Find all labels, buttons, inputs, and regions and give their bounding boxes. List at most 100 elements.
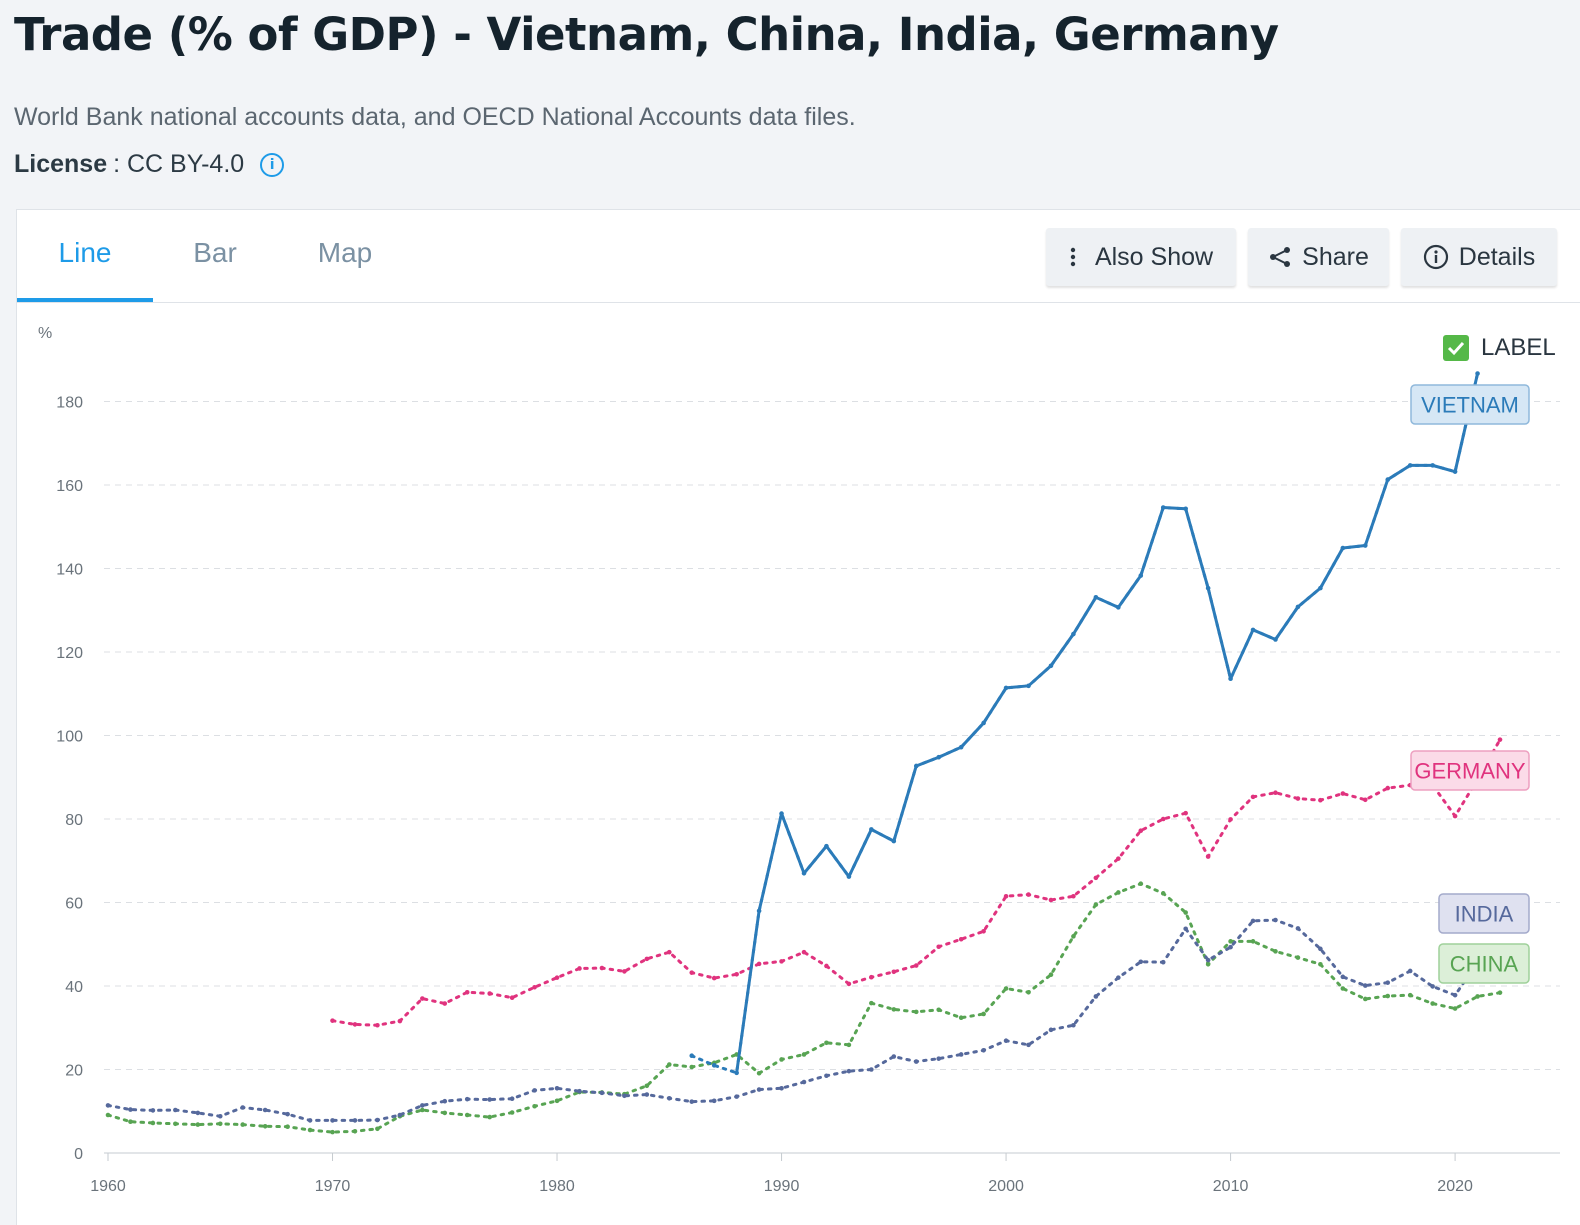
data-point-china bbox=[105, 1112, 111, 1118]
data-point-india bbox=[307, 1118, 313, 1123]
data-point-germany bbox=[734, 972, 739, 977]
share-button[interactable]: Share bbox=[1248, 228, 1389, 286]
data-point-germany bbox=[487, 991, 492, 996]
x-tick-label: 2010 bbox=[1213, 1178, 1249, 1195]
tab-line[interactable]: Line bbox=[17, 210, 153, 302]
data-point-germany bbox=[1340, 791, 1346, 796]
data-point-germany bbox=[1318, 797, 1323, 803]
data-point-germany bbox=[352, 1022, 358, 1027]
details-button[interactable]: Details bbox=[1401, 228, 1557, 286]
data-point-germany bbox=[644, 956, 650, 962]
data-point-india bbox=[689, 1099, 695, 1104]
data-point-india bbox=[1205, 957, 1211, 963]
data-point-india bbox=[644, 1092, 650, 1097]
data-point-india bbox=[913, 1059, 919, 1064]
data-point-china bbox=[1250, 939, 1256, 944]
data-point-china bbox=[1295, 955, 1301, 960]
data-source: World Bank national accounts data, and O… bbox=[14, 103, 856, 131]
license-value: : CC BY-4.0 bbox=[113, 150, 245, 178]
y-axis-label: % bbox=[38, 325, 52, 342]
data-point-china bbox=[936, 1007, 942, 1013]
data-point-vietnam bbox=[711, 1063, 717, 1068]
x-tick-label: 1990 bbox=[764, 1178, 800, 1195]
x-tick-label: 2020 bbox=[1437, 1178, 1473, 1195]
series-line-china bbox=[106, 882, 1502, 1134]
data-point-india bbox=[173, 1107, 178, 1113]
label-toggle[interactable]: LABEL bbox=[1443, 334, 1556, 362]
y-tick-label: 160 bbox=[56, 478, 83, 495]
data-point-germany bbox=[869, 974, 874, 980]
data-point-india bbox=[397, 1112, 403, 1118]
data-point-china bbox=[262, 1123, 268, 1129]
data-point-india bbox=[981, 1047, 986, 1053]
data-point-germany bbox=[824, 963, 829, 969]
x-tick-label: 1960 bbox=[90, 1178, 126, 1195]
series-line-vietnam-solid bbox=[735, 373, 1480, 1074]
data-point-india bbox=[958, 1052, 964, 1057]
data-point-india bbox=[666, 1096, 672, 1101]
data-point-india bbox=[1048, 1027, 1054, 1033]
data-point-china bbox=[532, 1103, 537, 1109]
data-point-india bbox=[1362, 983, 1368, 988]
also-show-button[interactable]: Also Show bbox=[1046, 228, 1236, 286]
data-point-india bbox=[285, 1111, 290, 1117]
data-point-india bbox=[442, 1098, 448, 1104]
data-point-china bbox=[420, 1107, 425, 1113]
info-icon[interactable]: i bbox=[260, 152, 285, 177]
data-point-india bbox=[1003, 1038, 1009, 1043]
series-line-germany bbox=[331, 738, 1502, 1027]
y-tick-label: 0 bbox=[74, 1146, 83, 1163]
data-point-china bbox=[689, 1064, 695, 1070]
data-point-germany bbox=[1093, 875, 1099, 881]
tab-bar[interactable]: Bar bbox=[193, 237, 237, 268]
data-point-germany bbox=[779, 959, 784, 964]
data-point-india bbox=[509, 1096, 515, 1102]
data-point-china bbox=[1430, 1001, 1435, 1006]
data-point-india bbox=[1407, 968, 1413, 974]
data-point-germany bbox=[958, 936, 964, 942]
data-point-china bbox=[195, 1122, 201, 1127]
data-point-india bbox=[1183, 926, 1188, 932]
data-point-germany bbox=[532, 984, 537, 990]
data-point-china bbox=[1228, 939, 1233, 944]
y-tick-label: 20 bbox=[65, 1063, 83, 1080]
data-point-germany bbox=[711, 975, 717, 981]
data-point-germany bbox=[1273, 790, 1278, 795]
y-tick-label: 40 bbox=[65, 979, 83, 996]
data-point-india bbox=[1160, 959, 1166, 965]
data-point-india bbox=[128, 1107, 133, 1112]
series-label-box-china bbox=[1438, 943, 1530, 984]
share-icon bbox=[1270, 247, 1291, 267]
data-point-germany bbox=[397, 1018, 403, 1024]
data-point-china bbox=[173, 1121, 178, 1127]
data-point-germany bbox=[891, 969, 897, 975]
data-point-india bbox=[734, 1094, 739, 1099]
data-point-germany bbox=[330, 1018, 335, 1023]
data-point-china bbox=[801, 1052, 807, 1057]
chart-tabs: Line Bar Map Also Show Share Details bbox=[17, 210, 1580, 303]
series-label-box-india bbox=[1438, 893, 1530, 934]
data-point-india bbox=[240, 1105, 246, 1110]
data-point-germany bbox=[1026, 892, 1031, 897]
data-point-china bbox=[487, 1114, 492, 1120]
data-point-germany bbox=[936, 944, 942, 950]
data-point-china bbox=[509, 1110, 515, 1115]
data-point-germany bbox=[756, 961, 762, 967]
y-tick-label: 100 bbox=[56, 729, 83, 746]
data-point-india bbox=[1318, 946, 1323, 952]
license: License : CC BY-4.0 i bbox=[14, 150, 285, 179]
data-point-china bbox=[1407, 992, 1413, 998]
data-point-china bbox=[869, 1000, 874, 1006]
data-point-china bbox=[756, 1070, 762, 1076]
data-point-germany bbox=[1205, 854, 1211, 859]
tab-map[interactable]: Map bbox=[317, 237, 373, 268]
y-tick-label: 140 bbox=[56, 562, 83, 579]
page-title: Trade (% of GDP) - Vietnam, China, India… bbox=[14, 8, 1279, 61]
data-point-india bbox=[1071, 1022, 1076, 1028]
data-point-india bbox=[464, 1096, 470, 1102]
data-point-india bbox=[1452, 992, 1458, 998]
data-point-china bbox=[958, 1015, 964, 1021]
data-point-india bbox=[824, 1073, 829, 1079]
data-point-germany bbox=[981, 929, 986, 934]
checkbox-checked-icon bbox=[1443, 335, 1469, 361]
